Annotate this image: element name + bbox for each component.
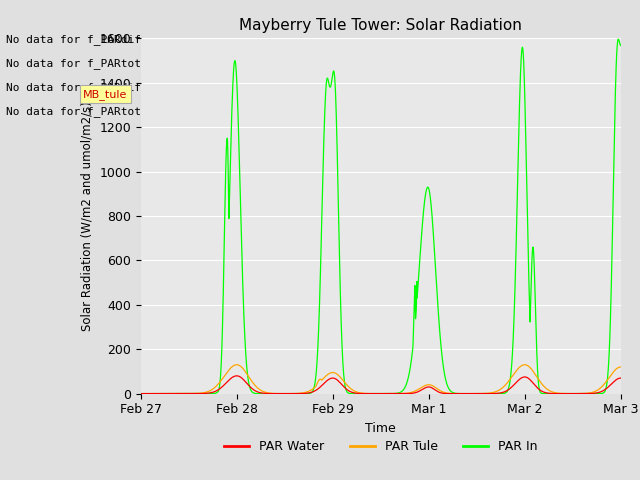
PAR Tule — [137, 391, 145, 396]
Line: PAR In: PAR In — [141, 39, 621, 394]
PAR Tule — [521, 362, 529, 368]
Line: PAR Water: PAR Water — [141, 376, 621, 394]
Text: No data for f_PARdif: No data for f_PARdif — [6, 82, 141, 93]
PAR Water — [166, 391, 173, 396]
PAR In — [372, 391, 380, 396]
PAR Tule — [617, 364, 625, 370]
Text: No data for f_PARtot: No data for f_PARtot — [6, 58, 141, 69]
PAR In — [617, 43, 625, 48]
Line: PAR Tule: PAR Tule — [141, 365, 621, 394]
PAR Tule — [157, 391, 164, 396]
Text: No data for f_PARtot: No data for f_PARtot — [6, 106, 141, 117]
PAR In — [157, 391, 164, 396]
PAR Water — [617, 375, 625, 381]
PAR Water — [137, 391, 145, 396]
PAR In — [591, 391, 599, 396]
Text: MB_tule: MB_tule — [83, 89, 127, 100]
PAR Tule — [166, 391, 173, 396]
Legend: PAR Water, PAR Tule, PAR In: PAR Water, PAR Tule, PAR In — [220, 435, 542, 458]
PAR Water — [139, 391, 147, 396]
Y-axis label: Solar Radiation (W/m2 and umol/m2/s): Solar Radiation (W/m2 and umol/m2/s) — [81, 101, 93, 331]
PAR In — [139, 391, 147, 396]
X-axis label: Time: Time — [365, 422, 396, 435]
Text: No data for f_PARdif: No data for f_PARdif — [6, 34, 141, 45]
PAR In — [166, 391, 173, 396]
PAR Tule — [372, 391, 380, 396]
PAR In — [137, 391, 145, 396]
PAR Water — [157, 391, 164, 396]
PAR Water — [591, 390, 599, 396]
PAR Tule — [591, 388, 599, 394]
Title: Mayberry Tule Tower: Solar Radiation: Mayberry Tule Tower: Solar Radiation — [239, 18, 522, 33]
PAR Water — [372, 391, 380, 396]
PAR Water — [233, 373, 241, 379]
PAR Tule — [231, 362, 239, 368]
PAR In — [614, 36, 622, 42]
PAR Water — [231, 373, 239, 379]
PAR In — [231, 58, 239, 63]
PAR Tule — [139, 391, 147, 396]
